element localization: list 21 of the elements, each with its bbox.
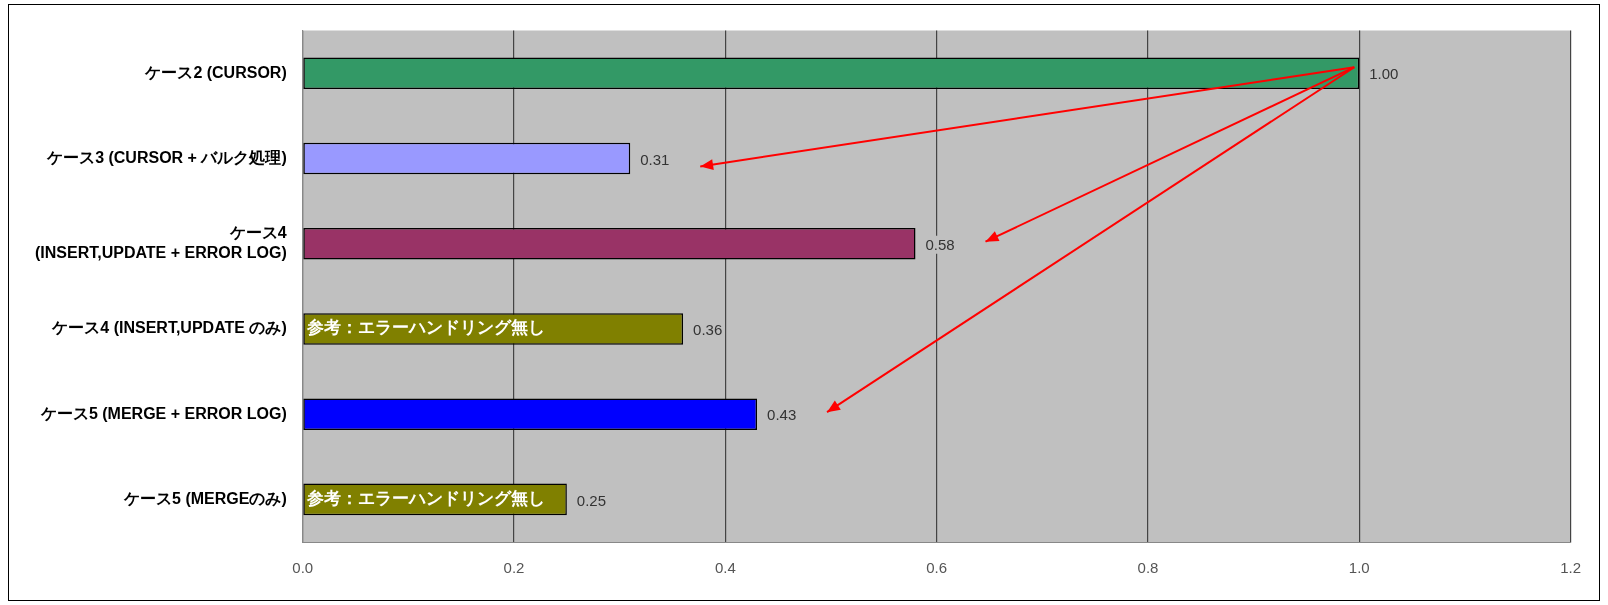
y-tick-label: ケース4 (INSERT,UPDATE + ERROR LOG)	[35, 224, 287, 261]
x-tick-label: 0.8	[1137, 559, 1159, 577]
x-tick-label: 1.0	[1348, 559, 1370, 577]
x-tick-label: 0.4	[714, 559, 736, 577]
data-label: 0.31	[640, 150, 670, 168]
y-tick-label: ケース5 (MERGEのみ)	[123, 489, 287, 507]
y-tick-label: ケース5 (MERGE + ERROR LOG)	[39, 404, 287, 422]
x-tick-label: 0.0	[292, 559, 314, 577]
annotation: 参考：エラーハンドリング無し	[305, 487, 545, 508]
data-label: 0.43	[767, 406, 797, 424]
annotation: 参考：エラーハンドリング無し	[305, 317, 545, 338]
data-label: 0.36	[693, 321, 723, 339]
data-label: 1.00	[1369, 65, 1399, 83]
x-tick-label: 0.2	[503, 559, 525, 577]
y-tick-label: ケース2 (CURSOR)	[144, 63, 287, 81]
data-label: 0.25	[576, 491, 607, 509]
x-tick-label: 1.2	[1560, 559, 1581, 577]
y-tick-label: ケース3 (CURSOR + バルク処理)	[46, 148, 287, 166]
x-tick-label: 0.6	[926, 559, 948, 577]
data-label: 0.58	[925, 235, 955, 253]
y-tick-label: ケース4 (INSERT,UPDATE のみ)	[51, 319, 287, 337]
